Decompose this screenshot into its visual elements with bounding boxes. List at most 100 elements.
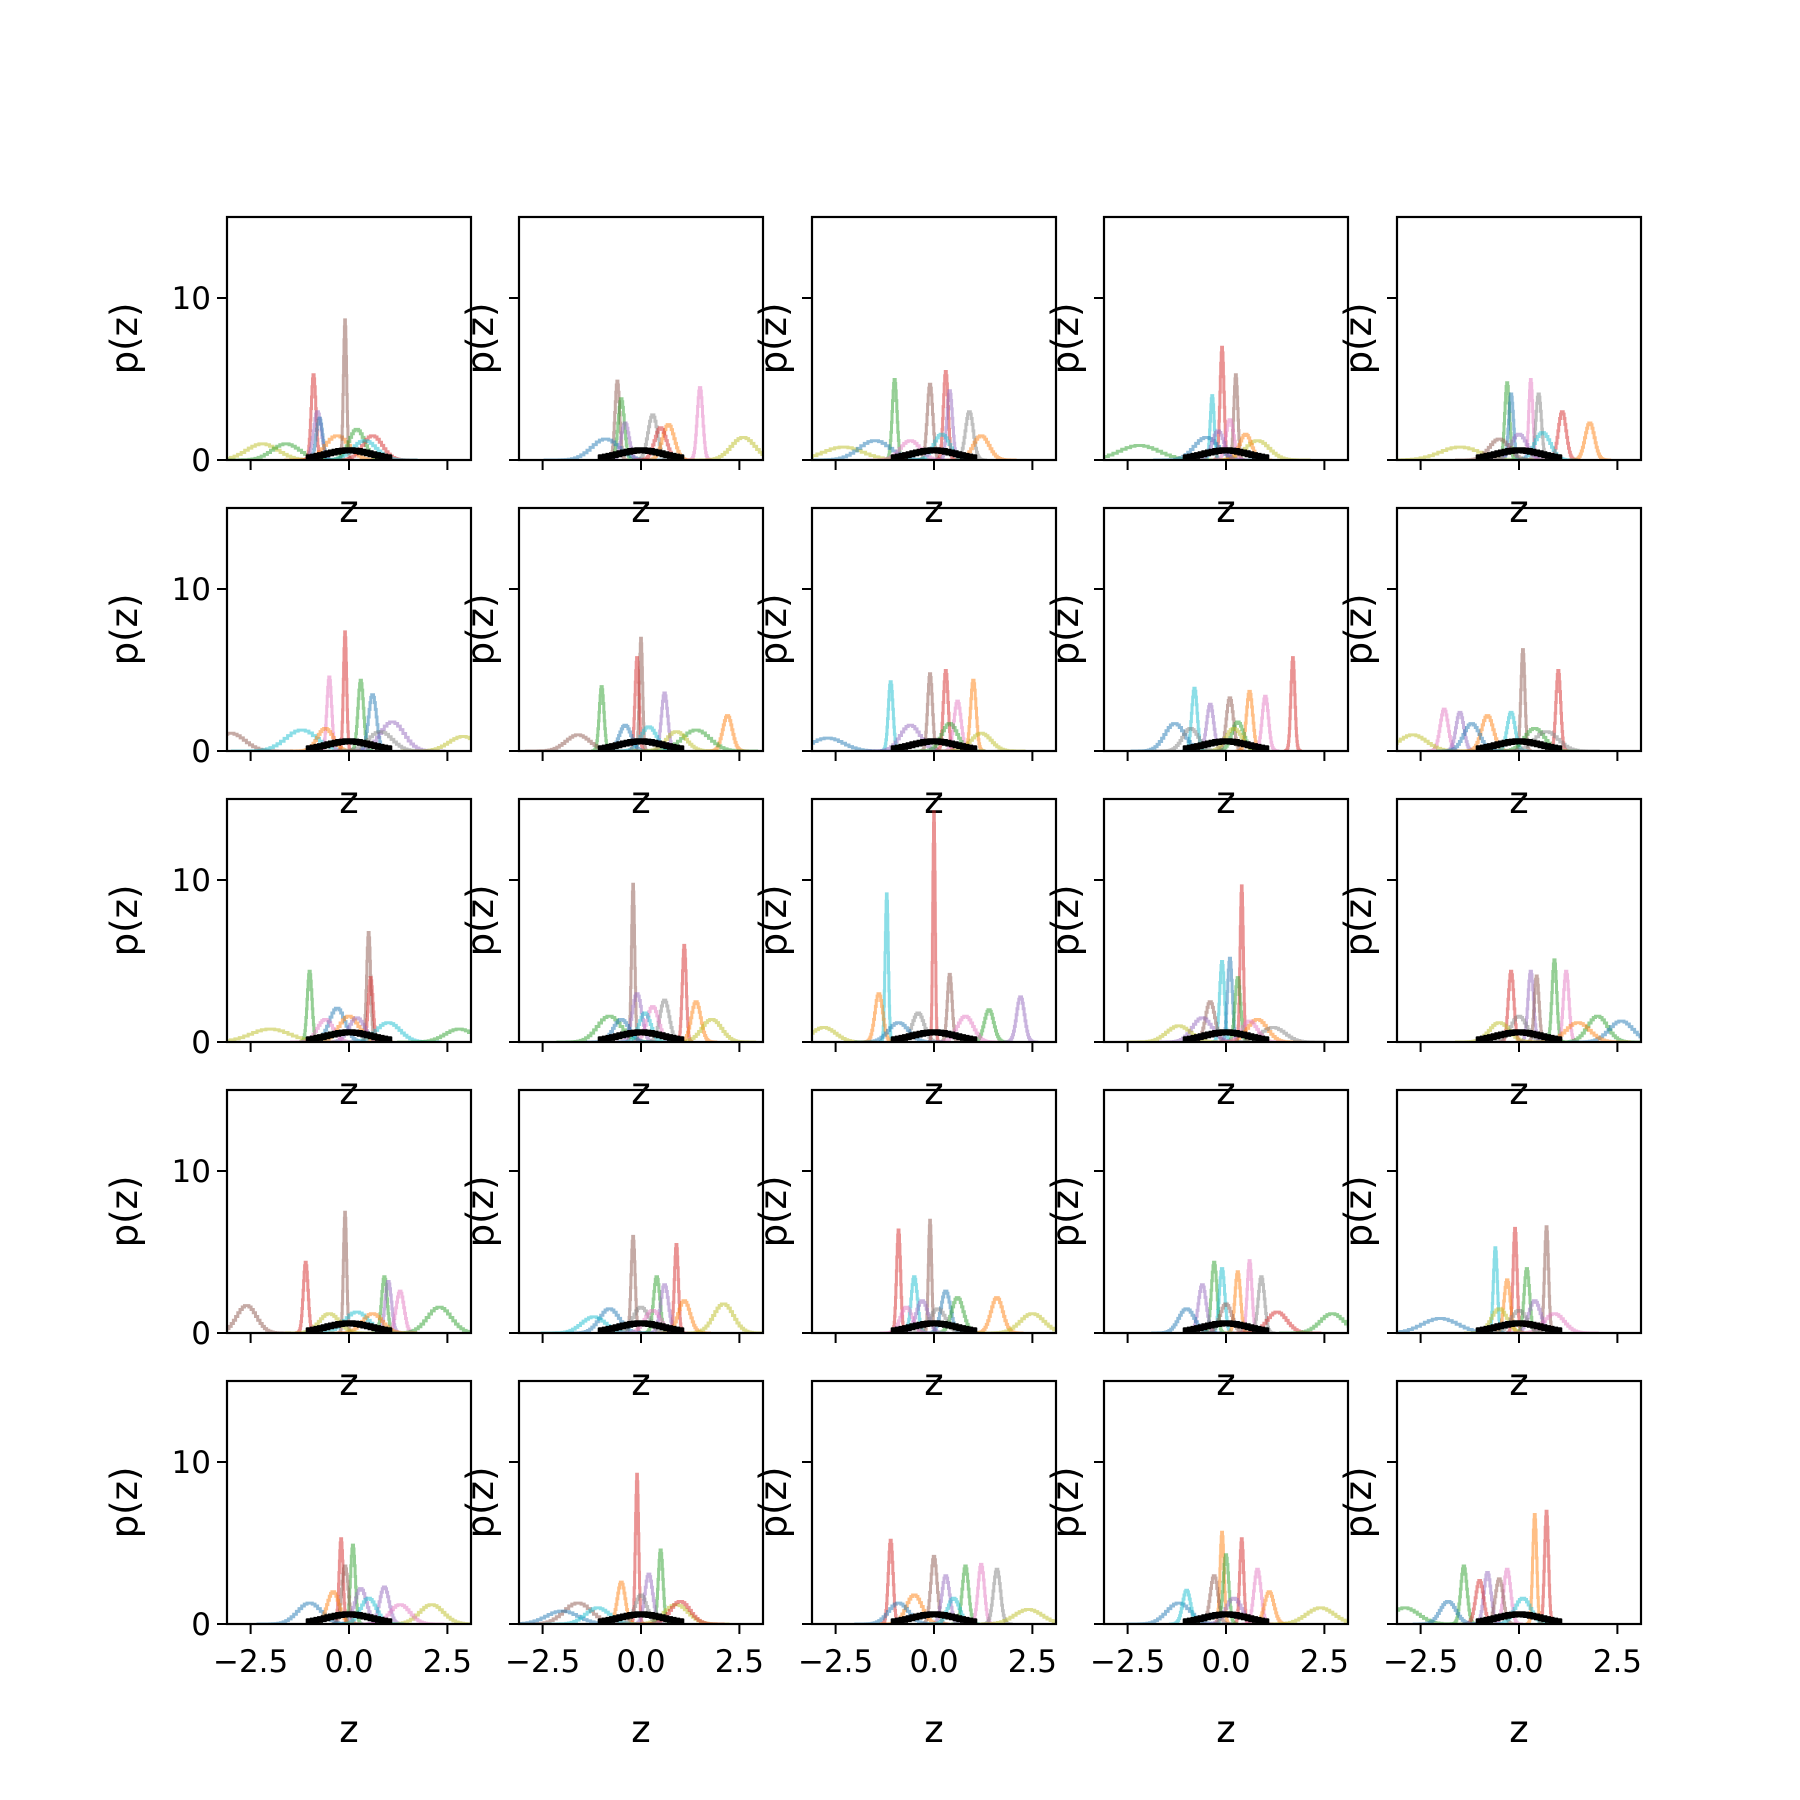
x-axis-label: z <box>339 1361 358 1404</box>
x-axis-label: z <box>1216 1070 1235 1113</box>
histogram-series-6 <box>386 1305 471 1333</box>
histogram-series-0 <box>927 810 941 1042</box>
y-axis-label: p(z) <box>459 594 502 666</box>
subplot-r4-c3: −2.5 0.0 2.5 z p(z) <box>1044 1379 1350 1751</box>
histogram-series-5 <box>812 736 899 751</box>
histogram-series-0 <box>591 685 613 751</box>
subplot-r4-c1: −2.5 0.0 2.5 z p(z) <box>459 1379 765 1751</box>
subplot-r1-c4: z p(z) <box>1337 506 1643 822</box>
y-axis-label: p(z) <box>103 1467 146 1539</box>
x-axis-label: z <box>1509 1708 1528 1751</box>
mean-histogram <box>890 1611 978 1624</box>
x-axis-label: z <box>339 488 358 531</box>
x-axis-label: z <box>1509 488 1528 531</box>
histogram-series-5 <box>1283 656 1302 751</box>
x-axis-label: z <box>1509 1070 1528 1113</box>
x-tick-label: 2.5 <box>1593 1644 1642 1680</box>
mean-histogram <box>1475 1029 1563 1042</box>
subplot-r0-c1: z p(z) <box>459 215 765 531</box>
x-axis-label: z <box>631 488 650 531</box>
x-axis-label: z <box>339 1070 358 1113</box>
histogram-series-1 <box>1537 1509 1556 1624</box>
x-tick-label: 0.0 <box>1494 1644 1543 1680</box>
y-axis-label: p(z) <box>1337 303 1380 375</box>
x-axis-label: z <box>339 779 358 822</box>
y-axis-label: p(z) <box>103 1176 146 1248</box>
subplot-r3-c0: 0 10 z p(z) <box>103 1088 473 1404</box>
histogram-series-6 <box>979 1312 1056 1333</box>
y-tick-label: 0 <box>191 734 211 770</box>
histogram-series-3 <box>812 1026 877 1042</box>
x-tick-label: 0.0 <box>909 1644 958 1680</box>
y-tick-label: 10 <box>172 281 211 317</box>
mean-histogram <box>597 1611 685 1624</box>
subplot-r2-c0: 0 10 z p(z) <box>103 797 473 1113</box>
x-axis-label: z <box>631 779 650 822</box>
x-axis-label: z <box>1509 1361 1528 1404</box>
y-tick-label: 10 <box>172 572 211 608</box>
x-tick-label: −2.5 <box>505 1644 580 1680</box>
x-axis-label: z <box>924 1708 943 1751</box>
mean-histogram <box>1182 1320 1270 1333</box>
y-axis-label: p(z) <box>103 885 146 957</box>
mean-histogram <box>305 1320 393 1333</box>
subplot-r0-c3: z p(z) <box>1044 215 1350 531</box>
subplot-r2-c1: z p(z) <box>459 797 765 1113</box>
histogram-series-4 <box>706 714 749 751</box>
y-tick-label: 10 <box>172 1154 211 1190</box>
y-tick-label: 0 <box>191 1607 211 1643</box>
mean-histogram <box>1475 1320 1563 1333</box>
subplot-r2-c4: z p(z) <box>1337 797 1643 1113</box>
x-axis-label: z <box>1216 1361 1235 1404</box>
x-axis-label: z <box>1216 779 1235 822</box>
x-axis-label: z <box>924 1070 943 1113</box>
x-tick-label: 2.5 <box>1300 1644 1349 1680</box>
y-axis-label: p(z) <box>103 303 146 375</box>
axes-frame <box>1395 1379 1643 1626</box>
y-axis-label: p(z) <box>752 594 795 666</box>
x-axis-label: z <box>1216 488 1235 531</box>
y-axis-label: p(z) <box>1044 1467 1087 1539</box>
x-tick-label: 0.0 <box>324 1644 373 1680</box>
x-tick-label: 2.5 <box>423 1644 472 1680</box>
subplot-r4-c0: −2.5 0.0 2.5 0 10 z p(z) <box>103 1379 473 1751</box>
histogram-series-0 <box>227 1304 291 1333</box>
x-axis-label: z <box>924 779 943 822</box>
axes-frame <box>225 797 473 1044</box>
y-axis-label: p(z) <box>459 885 502 957</box>
y-axis-label: p(z) <box>752 303 795 375</box>
y-axis-label: p(z) <box>459 1467 502 1539</box>
histogram-series-6 <box>1002 995 1039 1042</box>
mean-histogram <box>890 447 978 460</box>
mean-histogram <box>1182 1029 1270 1042</box>
y-axis-label: p(z) <box>459 1176 502 1248</box>
mean-histogram <box>1475 738 1563 751</box>
subplot-r4-c4: −2.5 0.0 2.5 z p(z) <box>1337 1379 1643 1751</box>
axes-frame <box>1395 215 1643 462</box>
histogram-series-1 <box>295 1260 317 1333</box>
histogram-series-3 <box>337 630 353 751</box>
mean-histogram <box>1182 447 1270 460</box>
x-tick-label: −2.5 <box>1090 1644 1165 1680</box>
subplot-r0-c4: z p(z) <box>1337 215 1643 531</box>
x-tick-label: 0.0 <box>616 1644 665 1680</box>
subplot-r1-c2: z p(z) <box>752 506 1058 822</box>
mean-histogram <box>597 1320 685 1333</box>
subplot-r3-c3: z p(z) <box>1044 1088 1350 1404</box>
x-axis-label: z <box>631 1070 650 1113</box>
axes-frame <box>1395 797 1643 1044</box>
subplot-r1-c1: z p(z) <box>459 506 765 822</box>
x-axis-label: z <box>1509 779 1528 822</box>
axes-frame <box>517 1088 765 1335</box>
mean-histogram <box>1475 1611 1563 1624</box>
x-tick-label: −2.5 <box>1383 1644 1458 1680</box>
mean-histogram <box>890 738 978 751</box>
histogram-series-5 <box>687 386 713 460</box>
y-axis-label: p(z) <box>1337 1467 1380 1539</box>
x-axis-label: z <box>631 1708 650 1751</box>
y-tick-label: 10 <box>172 1445 211 1481</box>
histogram-series-5 <box>1568 421 1612 460</box>
subplot-r4-c2: −2.5 0.0 2.5 z p(z) <box>752 1379 1058 1751</box>
axes-frame <box>810 1379 1058 1626</box>
